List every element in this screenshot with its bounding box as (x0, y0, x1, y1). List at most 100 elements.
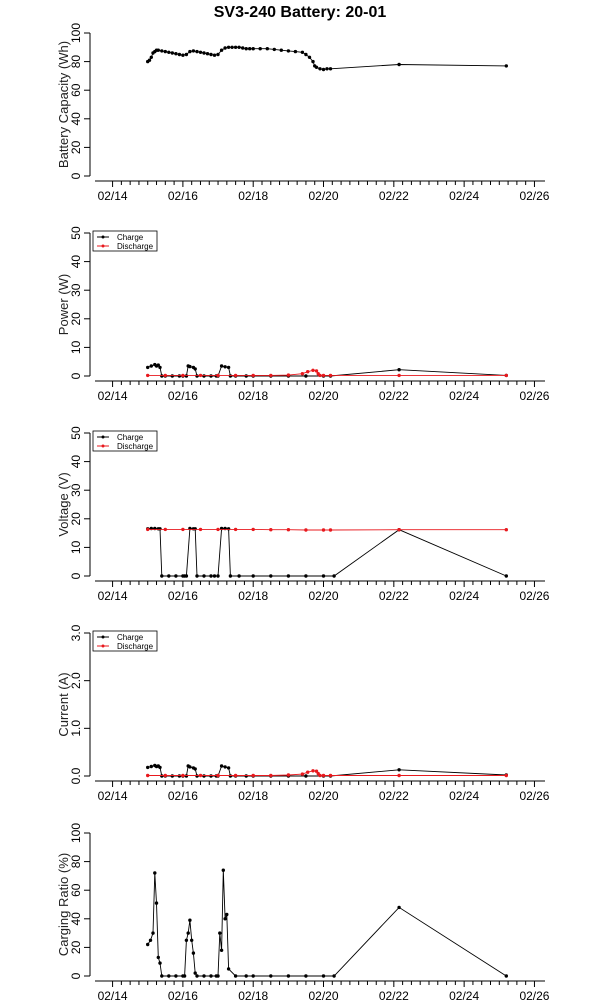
y-tick-label: 80 (69, 855, 83, 869)
x-tick-label: 02/26 (519, 789, 549, 803)
data-point-discharge (300, 372, 305, 376)
y-tick-label: 40 (69, 255, 83, 269)
y-tick-label: 20 (69, 140, 83, 154)
data-point-discharge (286, 373, 291, 377)
data-point-charge (311, 59, 315, 64)
data-point-charge (226, 766, 231, 770)
data-point-charge (318, 67, 322, 71)
x-tick-label: 02/14 (98, 389, 128, 403)
y-tick-label: 40 (69, 455, 83, 469)
x-tick-label: 02/14 (98, 589, 128, 603)
data-point-charge (182, 974, 187, 978)
x-tick-label: 02/18 (238, 189, 268, 203)
y-tick-label: 10 (69, 540, 83, 554)
data-point-discharge (504, 373, 508, 378)
data-point-charge (193, 971, 197, 975)
data-point-charge (170, 374, 174, 378)
data-point-charge (202, 374, 206, 378)
data-point-discharge (304, 528, 308, 532)
data-point-discharge (318, 773, 322, 778)
series-line-charge (147, 46, 507, 70)
data-point-charge (158, 961, 162, 965)
y-tick-label: 20 (69, 512, 83, 526)
data-point-discharge (146, 527, 150, 532)
data-point-discharge (306, 770, 310, 774)
y-axis-label: Carging Ratio (%) (56, 853, 71, 956)
chart-panel-4: 02/14 02/16 02/18 02/20 02/22 02/24 02/26 0.0 1.… (56, 624, 550, 803)
data-point-charge (216, 974, 220, 978)
data-point-charge (191, 951, 196, 955)
x-tick-label: 02/20 (309, 989, 339, 1000)
data-point-discharge (328, 528, 333, 532)
data-point-discharge (314, 769, 319, 773)
data-point-charge (191, 49, 196, 53)
data-point-charge (244, 47, 248, 51)
x-tick-label: 02/26 (519, 989, 549, 1000)
data-point-charge (151, 931, 155, 935)
data-point-charge (209, 774, 213, 778)
x-tick-label: 02/24 (449, 989, 479, 1000)
data-point-charge (218, 931, 222, 935)
data-point-charge (177, 774, 182, 778)
data-point-charge (174, 974, 178, 978)
data-point-discharge (251, 373, 255, 378)
data-point-discharge (328, 373, 333, 378)
x-tick-label: 02/18 (238, 789, 268, 803)
data-point-charge (188, 364, 192, 369)
data-point-charge (209, 374, 213, 378)
y-tick-label: 40 (69, 912, 83, 926)
data-point-discharge (397, 373, 401, 378)
data-point-charge (174, 52, 178, 56)
data-point-charge (251, 47, 255, 51)
x-tick-label: 02/14 (98, 789, 128, 803)
data-point-discharge (181, 373, 185, 378)
data-point-discharge (321, 528, 326, 532)
x-tick-label: 02/26 (519, 189, 549, 203)
data-point-charge (219, 364, 224, 368)
data-point-charge (226, 527, 231, 531)
data-point-discharge (328, 773, 333, 778)
legend-marker-charge (101, 435, 105, 439)
data-point-charge (188, 765, 192, 769)
data-point-discharge (504, 528, 508, 532)
data-point-charge (241, 46, 245, 50)
series-line-charge (147, 528, 507, 577)
data-point-charge (167, 50, 171, 54)
x-tick-label: 02/24 (449, 589, 479, 603)
y-tick-label: 40 (69, 112, 83, 126)
x-tick-label: 02/24 (449, 389, 479, 403)
data-point-discharge (311, 769, 315, 773)
data-point-charge (321, 67, 326, 72)
data-point-charge (186, 931, 190, 935)
data-point-discharge (397, 528, 401, 532)
data-point-charge (193, 767, 197, 771)
data-point-charge (244, 374, 248, 378)
data-point-charge (154, 901, 159, 905)
y-axis-label: Battery Capacity (Wh) (56, 41, 71, 168)
data-point-charge (286, 574, 291, 578)
data-point-charge (193, 367, 197, 371)
y-tick-label: 60 (69, 83, 83, 97)
data-point-charge (286, 974, 291, 978)
data-point-charge (237, 574, 241, 578)
data-point-charge (223, 46, 227, 50)
data-point-charge (153, 871, 157, 875)
y-tick-label: 0 (69, 572, 83, 579)
data-point-charge (146, 365, 150, 370)
y-tick-label: 3.0 (69, 624, 83, 641)
x-tick-label: 02/14 (98, 189, 128, 203)
data-point-discharge (397, 773, 401, 778)
data-point-charge (193, 527, 197, 531)
x-tick-label: 02/24 (449, 189, 479, 203)
data-point-charge (504, 64, 508, 68)
data-point-charge (248, 47, 252, 51)
data-point-charge (202, 974, 206, 978)
data-point-charge (258, 47, 262, 51)
data-point-charge (158, 765, 162, 770)
data-point-charge (286, 49, 291, 53)
data-point-charge (269, 574, 273, 578)
data-point-discharge (318, 373, 322, 378)
x-tick-label: 02/20 (309, 189, 339, 203)
